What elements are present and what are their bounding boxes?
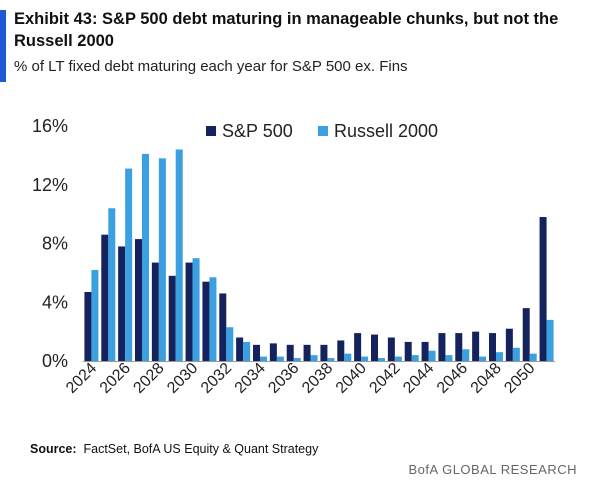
bar-sp500-2036 [286, 344, 294, 361]
source-note: Source: FactSet, BofA US Equity & Quant … [30, 442, 318, 456]
bar-russell-2043 [411, 355, 419, 362]
y-tick-label: 16% [32, 116, 68, 136]
bar-sp500-2035 [269, 343, 277, 362]
bar-sp500-2042 [387, 337, 395, 361]
bar-russell-2026 [125, 168, 133, 361]
bar-sp500-2051 [539, 217, 547, 361]
x-tick-label: 2024 [63, 360, 100, 397]
bar-sp500-2039 [337, 340, 345, 361]
bar-russell-2032 [226, 327, 234, 361]
bar-russell-2041 [378, 358, 385, 361]
legend-swatch-sp500 [206, 126, 216, 136]
bar-russell-2042 [394, 356, 402, 361]
bar-sp500-2028 [151, 262, 159, 361]
bar-russell-2048 [496, 352, 503, 361]
bar-russell-2049 [512, 347, 520, 361]
bar-sp500-2037 [303, 344, 311, 361]
x-tick-label: 2036 [265, 360, 302, 397]
x-tick-label: 2050 [501, 360, 538, 397]
bar-russell-2036 [293, 358, 301, 361]
bar-sp500-2034 [253, 344, 260, 361]
bar-russell-2034 [260, 356, 267, 361]
bar-russell-2028 [158, 158, 166, 361]
bar-russell-2035 [276, 356, 284, 361]
bar-sp500-2046 [455, 333, 463, 361]
bar-russell-2029 [175, 149, 183, 361]
bar-sp500-2044 [421, 341, 429, 361]
bar-russell-2037 [310, 355, 318, 362]
bar-sp500-2048 [489, 333, 496, 361]
bar-sp500-2033 [236, 337, 244, 361]
x-tick-label: 2040 [333, 360, 370, 397]
x-tick-label: 2046 [434, 360, 471, 397]
bar-sp500-2032 [219, 293, 227, 361]
bar-russell-2051 [546, 319, 554, 362]
legend-label-russell: Russell 2000 [334, 121, 438, 141]
bar-russell-2050 [529, 353, 537, 361]
bar-russell-2040 [361, 356, 369, 361]
bar-sp500-2024 [84, 291, 92, 361]
bar-sp500-2041 [371, 334, 378, 361]
bar-sp500-2050 [522, 308, 530, 362]
x-tick-label: 2044 [400, 360, 437, 397]
x-tick-label: 2026 [97, 360, 134, 397]
bar-russell-2027 [142, 153, 149, 361]
bar-sp500-2031 [202, 281, 210, 361]
bar-sp500-2045 [438, 333, 446, 361]
x-tick-label: 2038 [299, 360, 336, 397]
bar-russell-2045 [445, 355, 453, 362]
bar-sp500-2043 [404, 341, 412, 361]
bar-russell-2030 [192, 258, 200, 361]
accent-bar [0, 10, 6, 82]
bar-sp500-2025 [101, 234, 109, 361]
bar-russell-2033 [243, 341, 251, 361]
bar-sp500-2030 [185, 262, 193, 361]
bar-russell-2039 [344, 353, 352, 361]
bar-russell-2046 [462, 349, 470, 361]
x-tick-label: 2028 [130, 360, 167, 397]
bar-sp500-2029 [168, 275, 176, 361]
bar-sp500-2047 [472, 331, 480, 362]
bar-sp500-2027 [135, 239, 142, 361]
y-tick-label: 4% [42, 292, 68, 312]
bar-russell-2031 [209, 277, 217, 361]
bar-chart: 0% 4% 8% 12% 16% 2024202620282030203220342036… [32, 116, 555, 397]
x-tick-label: 2034 [232, 360, 269, 397]
x-tick-label: 2042 [366, 360, 403, 397]
y-tick-label: 0% [42, 351, 68, 371]
y-tick-label: 8% [42, 234, 68, 254]
chart-subtitle: % of LT fixed debt maturing each year fo… [14, 58, 408, 75]
x-tick-label: 2048 [468, 360, 505, 397]
bar-sp500-2049 [505, 328, 513, 361]
x-tick-label: 2030 [164, 360, 201, 397]
y-tick-label: 12% [32, 175, 68, 195]
bar-russell-2024 [91, 269, 99, 361]
legend-label-sp500: S&P 500 [222, 121, 293, 141]
legend-swatch-russell [318, 126, 328, 136]
bar-russell-2025 [108, 208, 116, 361]
bar-russell-2047 [479, 356, 487, 361]
bar-russell-2044 [428, 350, 436, 361]
chart-title: Exhibit 43: S&P 500 debt maturing in man… [14, 10, 559, 50]
bar-sp500-2040 [354, 333, 362, 361]
source-label: Source: [30, 442, 77, 456]
x-tick-label: 2032 [198, 360, 235, 397]
bar-sp500-2026 [118, 246, 126, 361]
source-text: FactSet, BofA US Equity & Quant Strategy [83, 442, 319, 456]
brand-logo-text: BofA GLOBAL RESEARCH [408, 462, 577, 477]
bar-sp500-2038 [320, 344, 328, 361]
bar-russell-2038 [327, 358, 335, 361]
